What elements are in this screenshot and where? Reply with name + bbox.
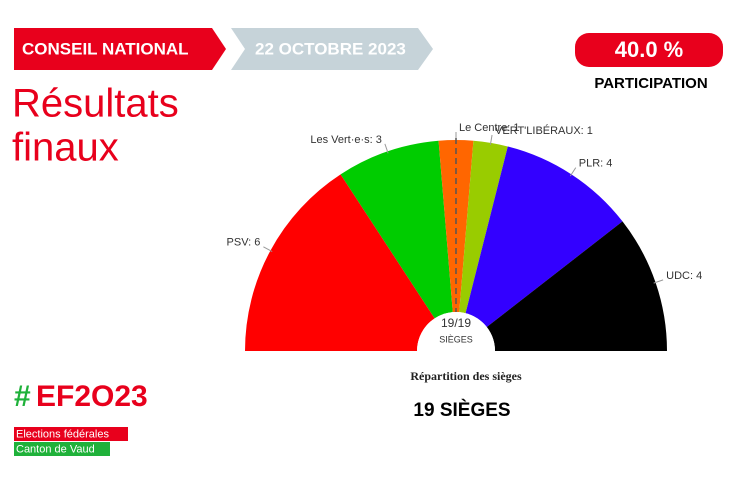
participation-value: 40.0 % (615, 37, 684, 62)
date: 22 OCTOBRE 2023 (255, 39, 406, 58)
seat-label: PSV: 6 (227, 237, 261, 249)
seat-slice (465, 146, 623, 328)
baseline-mask (243, 352, 669, 356)
seat-label: UDC: 4 (666, 270, 702, 282)
center-hole (417, 312, 495, 390)
seat-slice (486, 221, 667, 351)
seat-slice (459, 140, 508, 314)
logo: EF2O23 (36, 380, 148, 413)
leader-line (653, 279, 664, 284)
participation-label: PARTICIPATION (594, 75, 707, 92)
center-label: SIÈGES (439, 334, 473, 344)
seat-label: Les Vert·e·s: 3 (310, 134, 382, 146)
leader-line (569, 167, 577, 177)
seat-label: VERT'LIBÉRAUX: 1 (495, 124, 593, 137)
chart: PSV: 6 Les Vert·e·s: 3 Le Centre: 1VERT'LI… (227, 122, 702, 390)
logo-hash: # (14, 380, 31, 413)
section-title: CONSEIL NATIONAL (22, 39, 189, 58)
chart-subtitle: Répartition des sièges (410, 369, 522, 383)
chart-total: 19 SIÈGES (413, 399, 510, 421)
leader-line (384, 143, 389, 154)
seat-label: PLR: 4 (579, 158, 613, 170)
seat-slice (245, 174, 435, 351)
seat-slice (438, 140, 474, 313)
title-line: finaux (12, 126, 119, 170)
seat-label: Le Centre: 1 (459, 122, 520, 134)
title-line: Résultats (12, 82, 179, 126)
seat-slice (340, 140, 453, 319)
center-value: 19/19 (441, 316, 471, 330)
leader-line (489, 134, 493, 145)
participation-pill (575, 33, 723, 67)
tag-bg (14, 427, 128, 441)
section-banner (14, 28, 226, 70)
tag-line: Canton de Vaud (16, 443, 95, 455)
leader-line (263, 246, 273, 252)
date-banner (231, 28, 433, 70)
tag-line: Elections fédérales (16, 428, 109, 440)
tag-bg (14, 442, 110, 456)
